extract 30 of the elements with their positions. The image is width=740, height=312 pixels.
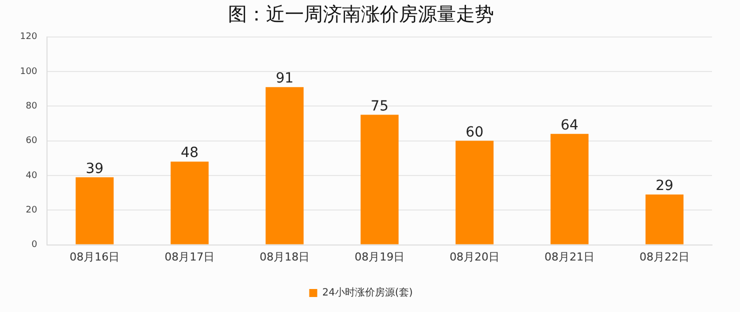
bar (360, 114, 399, 244)
data-label: 75 (370, 98, 389, 114)
y-tick-label: 80 (26, 101, 38, 112)
x-tick-label: 08月16日 (70, 250, 120, 264)
bar (456, 140, 494, 244)
data-label: 64 (560, 118, 579, 134)
bar (76, 177, 114, 244)
x-tick-label: 08月22日 (640, 250, 690, 264)
data-label: 29 (656, 178, 674, 194)
bar (550, 134, 589, 244)
bar (646, 194, 684, 244)
x-tick-label: 08月20日 (450, 250, 500, 264)
data-label: 91 (276, 70, 294, 87)
chart-title: 图：近一周济南涨价房源量走势 (228, 3, 494, 26)
y-tick-label: 120 (20, 32, 38, 42)
data-label: 48 (180, 145, 199, 162)
legend-label: 24小时涨价房源(套) (322, 286, 413, 299)
x-tick-label: 08月19日 (354, 250, 405, 264)
y-tick-label: 40 (26, 170, 38, 181)
data-label: 60 (466, 124, 484, 140)
bar (266, 87, 304, 244)
x-tick-label: 08月21日 (544, 250, 595, 264)
y-tick-label: 60 (26, 136, 38, 146)
y-tick-label: 0 (31, 240, 38, 250)
y-tick-label: 20 (26, 205, 38, 216)
data-label: 39 (86, 160, 104, 177)
x-tick-label: 08月17日 (164, 250, 215, 264)
x-tick-label: 08月18日 (260, 250, 310, 264)
y-tick-label: 100 (20, 66, 38, 77)
bar (170, 162, 209, 244)
